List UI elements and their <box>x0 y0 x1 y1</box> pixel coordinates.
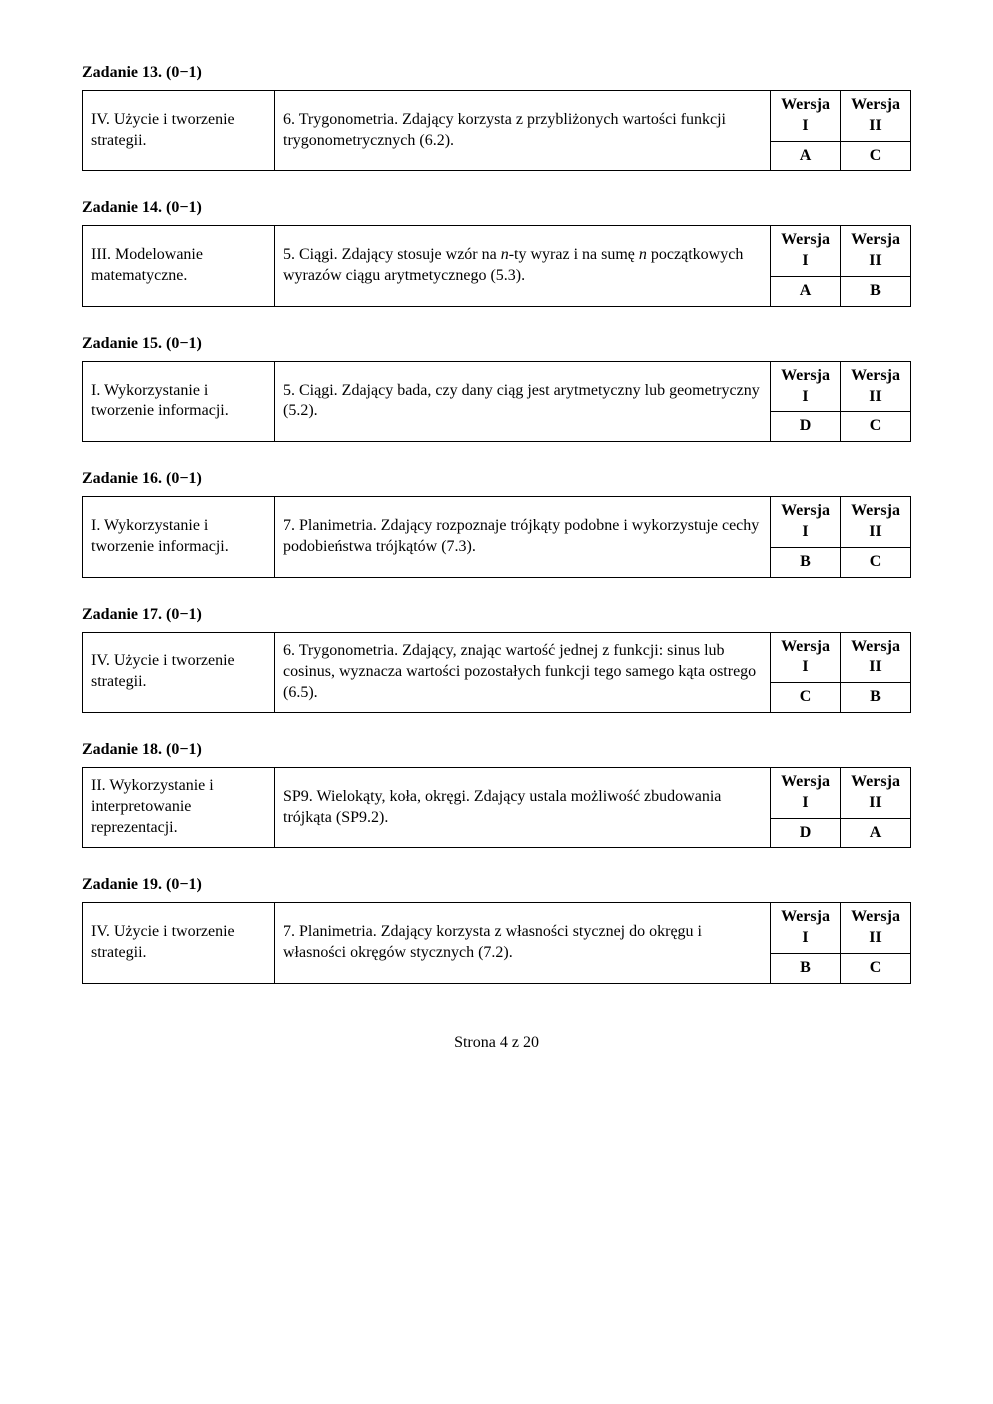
task-category-cell: III. Modelowanie matematyczne. <box>83 226 275 306</box>
version-label-2: WersjaII <box>841 632 911 683</box>
task-block: Zadanie 19. (0−1) IV. Użycie i tworzenie … <box>82 876 911 983</box>
task-heading: Zadanie 18. (0−1) <box>82 741 911 759</box>
task-table: I. Wykorzystanie i tworzenie informacji.… <box>82 361 911 442</box>
answer-value-2: B <box>841 276 911 306</box>
version-label-2: WersjaII <box>841 767 911 818</box>
task-category-cell: II. Wykorzystanie i interpretowanie repr… <box>83 767 275 847</box>
answer-value-1: C <box>771 683 841 713</box>
answer-value-1: A <box>771 141 841 171</box>
answer-value-1: A <box>771 276 841 306</box>
answer-value-1: B <box>771 547 841 577</box>
page-footer: Strona 4 z 20 <box>82 1034 911 1052</box>
task-heading: Zadanie 13. (0−1) <box>82 64 911 82</box>
task-table: IV. Użycie i tworzenie strategii.7. Plan… <box>82 902 911 983</box>
task-heading: Zadanie 16. (0−1) <box>82 470 911 488</box>
task-category-cell: I. Wykorzystanie i tworzenie informacji. <box>83 497 275 577</box>
version-label-1: WersjaI <box>771 226 841 277</box>
task-category-cell: IV. Użycie i tworzenie strategii. <box>83 91 275 171</box>
task-heading: Zadanie 19. (0−1) <box>82 876 911 894</box>
version-label-1: WersjaI <box>771 903 841 954</box>
answer-value-2: C <box>841 412 911 442</box>
version-label-1: WersjaI <box>771 361 841 412</box>
answer-value-1: D <box>771 818 841 848</box>
task-category-cell: IV. Użycie i tworzenie strategii. <box>83 632 275 712</box>
task-block: Zadanie 17. (0−1) IV. Użycie i tworzenie … <box>82 606 911 713</box>
version-label-1: WersjaI <box>771 632 841 683</box>
version-label-2: WersjaII <box>841 91 911 142</box>
task-table: IV. Użycie i tworzenie strategii.6. Tryg… <box>82 90 911 171</box>
version-label-1: WersjaI <box>771 497 841 548</box>
answer-value-2: C <box>841 141 911 171</box>
answer-value-1: B <box>771 953 841 983</box>
task-description-cell: 5. Ciągi. Zdający bada, czy dany ciąg je… <box>275 361 771 441</box>
task-block: Zadanie 18. (0−1) II. Wykorzystanie i int… <box>82 741 911 848</box>
task-description-cell: SP9. Wielokąty, koła, okręgi. Zdający us… <box>275 767 771 847</box>
task-block: Zadanie 15. (0−1) I. Wykorzystanie i twor… <box>82 335 911 442</box>
version-label-2: WersjaII <box>841 361 911 412</box>
task-description-cell: 7. Planimetria. Zdający rozpoznaje trójk… <box>275 497 771 577</box>
task-heading: Zadanie 15. (0−1) <box>82 335 911 353</box>
task-category-cell: I. Wykorzystanie i tworzenie informacji. <box>83 361 275 441</box>
task-heading: Zadanie 17. (0−1) <box>82 606 911 624</box>
task-description-cell: 5. Ciągi. Zdający stosuje wzór na n-ty w… <box>275 226 771 306</box>
task-description-cell: 6. Trygonometria. Zdający korzysta z prz… <box>275 91 771 171</box>
answer-value-1: D <box>771 412 841 442</box>
version-label-1: WersjaI <box>771 767 841 818</box>
answer-value-2: C <box>841 547 911 577</box>
task-description-cell: 7. Planimetria. Zdający korzysta z własn… <box>275 903 771 983</box>
task-block: Zadanie 14. (0−1) III. Modelowanie matema… <box>82 199 911 306</box>
version-label-2: WersjaII <box>841 497 911 548</box>
task-table: IV. Użycie i tworzenie strategii.6. Tryg… <box>82 632 911 713</box>
version-label-2: WersjaII <box>841 903 911 954</box>
task-block: Zadanie 13. (0−1) IV. Użycie i tworzenie … <box>82 64 911 171</box>
task-description-cell: 6. Trygonometria. Zdający, znając wartoś… <box>275 632 771 712</box>
task-category-cell: IV. Użycie i tworzenie strategii. <box>83 903 275 983</box>
task-table: III. Modelowanie matematyczne.5. Ciągi. … <box>82 225 911 306</box>
task-table: I. Wykorzystanie i tworzenie informacji.… <box>82 496 911 577</box>
task-heading: Zadanie 14. (0−1) <box>82 199 911 217</box>
version-label-1: WersjaI <box>771 91 841 142</box>
task-table: II. Wykorzystanie i interpretowanie repr… <box>82 767 911 848</box>
version-label-2: WersjaII <box>841 226 911 277</box>
answer-value-2: C <box>841 953 911 983</box>
task-block: Zadanie 16. (0−1) I. Wykorzystanie i twor… <box>82 470 911 577</box>
answer-value-2: B <box>841 683 911 713</box>
answer-value-2: A <box>841 818 911 848</box>
